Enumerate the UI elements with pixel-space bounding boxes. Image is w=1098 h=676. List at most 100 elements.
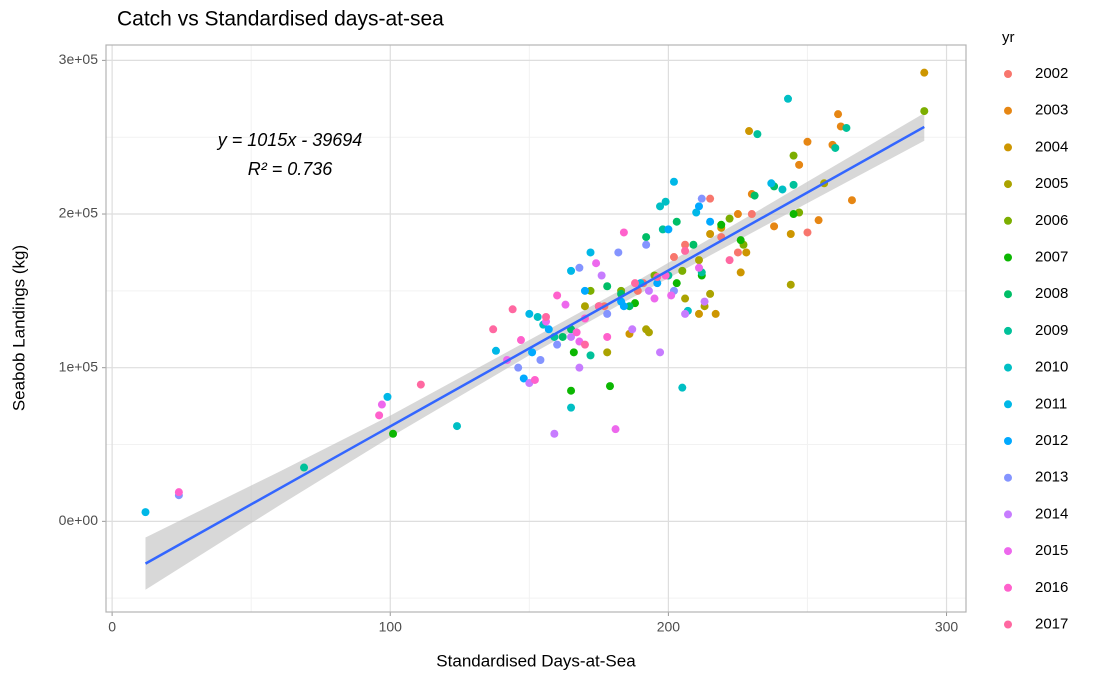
point <box>519 374 528 383</box>
point <box>736 236 745 245</box>
point <box>300 463 309 472</box>
point <box>536 356 545 364</box>
point <box>786 230 795 238</box>
legend-label: 2005 <box>1035 175 1068 192</box>
legend-swatch <box>1004 547 1012 556</box>
point <box>753 130 762 139</box>
point <box>672 279 681 288</box>
annotation: R² = 0.736 <box>248 159 334 179</box>
point <box>920 68 929 77</box>
point <box>530 375 539 384</box>
legend-swatch <box>1004 363 1012 372</box>
y-tick-label: 2e+05 <box>59 205 99 221</box>
point <box>567 332 576 341</box>
point <box>508 305 517 314</box>
point <box>631 279 640 288</box>
legend-label: 2002 <box>1035 65 1068 82</box>
point <box>831 143 840 152</box>
point <box>572 328 581 337</box>
point <box>789 210 798 219</box>
point <box>642 233 651 242</box>
legend-swatch <box>1004 437 1012 445</box>
point <box>141 508 150 517</box>
point <box>656 348 665 357</box>
point <box>689 240 698 249</box>
legend-label: 2010 <box>1035 359 1068 376</box>
point <box>842 123 851 132</box>
point <box>706 289 715 298</box>
legend-swatch <box>1004 326 1012 335</box>
point <box>377 400 386 409</box>
point <box>453 422 462 431</box>
point <box>516 336 525 345</box>
point <box>603 282 612 291</box>
point <box>619 228 628 237</box>
point <box>733 210 742 219</box>
point <box>725 256 734 265</box>
point <box>416 380 425 389</box>
point <box>789 180 798 189</box>
legend-swatch <box>1004 620 1012 629</box>
point <box>733 248 742 257</box>
point <box>795 160 804 169</box>
point <box>834 110 843 119</box>
point <box>653 279 662 288</box>
point <box>491 346 500 355</box>
legend-swatch <box>1004 180 1012 189</box>
legend-label: 2008 <box>1035 285 1068 302</box>
legend-swatch <box>1004 290 1012 299</box>
point <box>569 348 578 357</box>
point <box>642 240 651 249</box>
point <box>803 228 812 237</box>
point <box>736 268 745 277</box>
legend-swatch <box>1004 106 1012 115</box>
point <box>528 348 537 357</box>
point <box>661 197 670 206</box>
point <box>375 411 384 420</box>
legend-swatch <box>1004 400 1012 409</box>
point <box>605 382 614 391</box>
legend-swatch <box>1004 253 1012 262</box>
legend-swatch <box>1004 143 1012 152</box>
point <box>650 294 659 303</box>
legend-label: 2017 <box>1035 615 1068 632</box>
point <box>383 392 392 401</box>
point <box>778 185 787 194</box>
point <box>174 488 183 497</box>
point <box>803 137 812 146</box>
point <box>667 291 676 300</box>
point <box>706 230 715 238</box>
point <box>664 225 673 234</box>
point <box>603 309 612 318</box>
point <box>567 266 576 275</box>
legend-label: 2009 <box>1035 322 1068 339</box>
point <box>592 259 601 268</box>
point <box>542 312 551 321</box>
legend-swatch <box>1004 583 1012 592</box>
point <box>920 107 929 116</box>
point <box>603 332 612 341</box>
point <box>789 151 798 160</box>
legend-label: 2012 <box>1035 432 1068 449</box>
legend-label: 2016 <box>1035 579 1068 596</box>
x-axis-title: Standardised Days-at-Sea <box>436 651 636 670</box>
legend-title: yr <box>1002 29 1015 46</box>
x-tick-label: 300 <box>935 619 959 635</box>
y-tick-label: 0e+00 <box>59 512 99 528</box>
point <box>711 309 720 318</box>
point <box>706 217 715 226</box>
legend-swatch <box>1004 510 1012 519</box>
point <box>681 309 690 318</box>
point <box>586 248 595 257</box>
point <box>644 286 653 295</box>
point <box>694 202 703 211</box>
legend-label: 2015 <box>1035 542 1068 559</box>
point <box>597 271 606 280</box>
point <box>389 429 398 438</box>
legend-label: 2014 <box>1035 505 1068 522</box>
point <box>678 383 687 392</box>
y-tick-label: 3e+05 <box>59 51 99 67</box>
point <box>786 280 795 289</box>
point <box>580 302 589 311</box>
